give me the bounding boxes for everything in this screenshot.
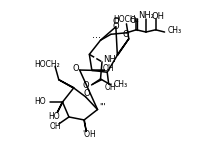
Polygon shape [84,120,86,132]
Text: O: O [130,16,137,25]
Text: OH: OH [104,83,116,92]
Text: O: O [83,89,90,98]
Text: ''': ''' [99,103,106,112]
Text: O: O [83,81,89,90]
Text: OH: OH [102,64,114,73]
Text: HO: HO [49,112,60,121]
Text: O: O [113,22,119,31]
Text: HO: HO [34,97,46,106]
Text: CH₃: CH₃ [167,26,182,35]
Text: OH: OH [50,122,62,131]
Polygon shape [57,102,63,112]
Polygon shape [59,80,74,88]
Text: HOCH₂: HOCH₂ [34,60,60,69]
Text: O: O [123,30,129,39]
Text: OH: OH [151,12,164,21]
Text: NH: NH [103,55,115,64]
Text: NH₂: NH₂ [138,11,154,20]
Text: 'OH: 'OH [82,130,96,139]
Polygon shape [92,70,105,71]
Text: O: O [113,17,119,26]
Text: ···: ··· [92,33,101,43]
Text: O: O [73,64,79,73]
Polygon shape [117,39,129,55]
Text: HOCH₂: HOCH₂ [114,15,139,24]
Text: CH₃: CH₃ [114,80,128,89]
